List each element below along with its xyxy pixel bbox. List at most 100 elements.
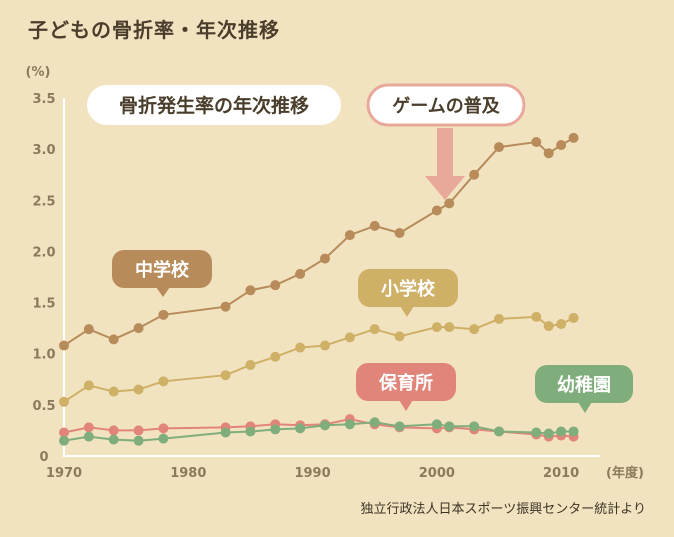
y-tick-label: 2.5 [32,194,55,209]
x-tick-label: 1990 [294,466,330,481]
data-point [556,140,567,151]
data-point [158,376,169,387]
data-point [568,426,579,437]
elementary-bubble [358,269,458,307]
data-point [543,148,554,159]
data-point [469,324,480,335]
data-point [344,230,355,241]
game-arrow-shaft [437,128,453,176]
game-callout: ゲームの普及 [366,83,526,200]
data-point [83,422,94,433]
data-point [531,311,542,322]
series-group [59,311,579,407]
data-point [133,425,144,436]
data-point [494,142,504,153]
data-point [83,431,94,442]
data-point [295,268,306,279]
page-title: 子どもの骨折率・年次推移 [28,18,280,42]
data-point [108,334,119,345]
chart-title-text: 骨折発生率の年次推移 [119,94,309,117]
data-point [133,435,144,446]
nursery-bubble [356,363,456,401]
kindergarten-pointer [578,402,592,413]
data-point [133,384,144,395]
kindergarten-callout: 幼稚園 [535,365,633,413]
data-point [108,434,119,445]
y-tick-label: 2.0 [32,245,55,260]
data-point [494,426,504,437]
data-point [320,253,330,264]
data-point [369,220,380,231]
data-point [59,340,69,351]
data-point [394,228,405,239]
data-point [556,426,567,437]
y-tick-label: 1.5 [32,297,55,312]
data-point [245,426,256,437]
nursery-callout: 保育所 [356,363,456,411]
series-layer [59,132,579,446]
junior-high-label: 中学校 [135,259,190,281]
game-arrow-head [425,176,465,200]
y-tick-labels: 0 0.5 1.0 1.5 2.0 2.5 3.0 3.5 [32,92,55,465]
data-point [83,324,94,335]
data-point [543,428,554,439]
kindergarten-bubble [535,365,633,403]
data-point [295,423,306,434]
data-point [394,331,405,342]
elementary-pointer [400,306,414,317]
kindergarten-label: 幼稚園 [557,374,611,396]
data-point [133,323,144,334]
data-point [220,370,231,381]
series-group [59,417,579,446]
y-tick-label: 0.5 [32,399,55,414]
data-point [444,421,455,432]
data-point [83,380,94,391]
junior-high-pointer [156,287,170,297]
nursery-label: 保育所 [378,372,433,394]
data-point [369,417,380,428]
data-point [270,280,281,291]
data-point [431,205,442,216]
elementary-label: 小学校 [381,278,436,300]
game-text: ゲームの普及 [392,95,500,117]
y-axis-label: (%) [26,65,51,80]
chart-title-bubble [87,85,341,125]
data-point [245,359,256,370]
data-point [494,313,504,324]
series-group [59,132,579,351]
data-point [220,301,231,312]
data-point [270,424,281,435]
data-point [556,319,567,330]
data-point [320,340,330,351]
axes: (%) (年度) [26,65,644,481]
x-tick-label: 2010 [543,466,579,481]
data-point [531,427,542,438]
y-tick-label: 3.0 [32,143,55,158]
x-tick-labels: 1970 1980 1990 2000 2010 [46,466,579,481]
data-point [431,419,442,430]
x-tick-label: 1970 [46,466,82,481]
source-note: 独立行政法人日本スポーツ振興センター統計より [360,502,646,517]
data-point [369,324,380,335]
junior-high-callout: 中学校 [112,250,212,297]
data-point [59,435,69,446]
game-bubble [366,83,526,127]
data-point [444,198,455,209]
data-point [394,421,405,432]
y-tick-label: 1.0 [32,348,55,363]
data-point [531,136,542,147]
data-point [108,386,119,397]
junior-high-bubble [112,250,212,288]
data-point [295,342,306,353]
data-point [59,396,69,407]
data-point [469,421,480,432]
data-point [158,423,169,434]
data-point [270,351,281,362]
data-point [543,321,554,332]
data-point [344,419,355,430]
y-tick-label: 3.5 [32,92,55,107]
y-tick-label: 0 [39,450,48,465]
data-point [245,285,256,296]
data-point [568,132,579,143]
data-point [108,425,119,436]
